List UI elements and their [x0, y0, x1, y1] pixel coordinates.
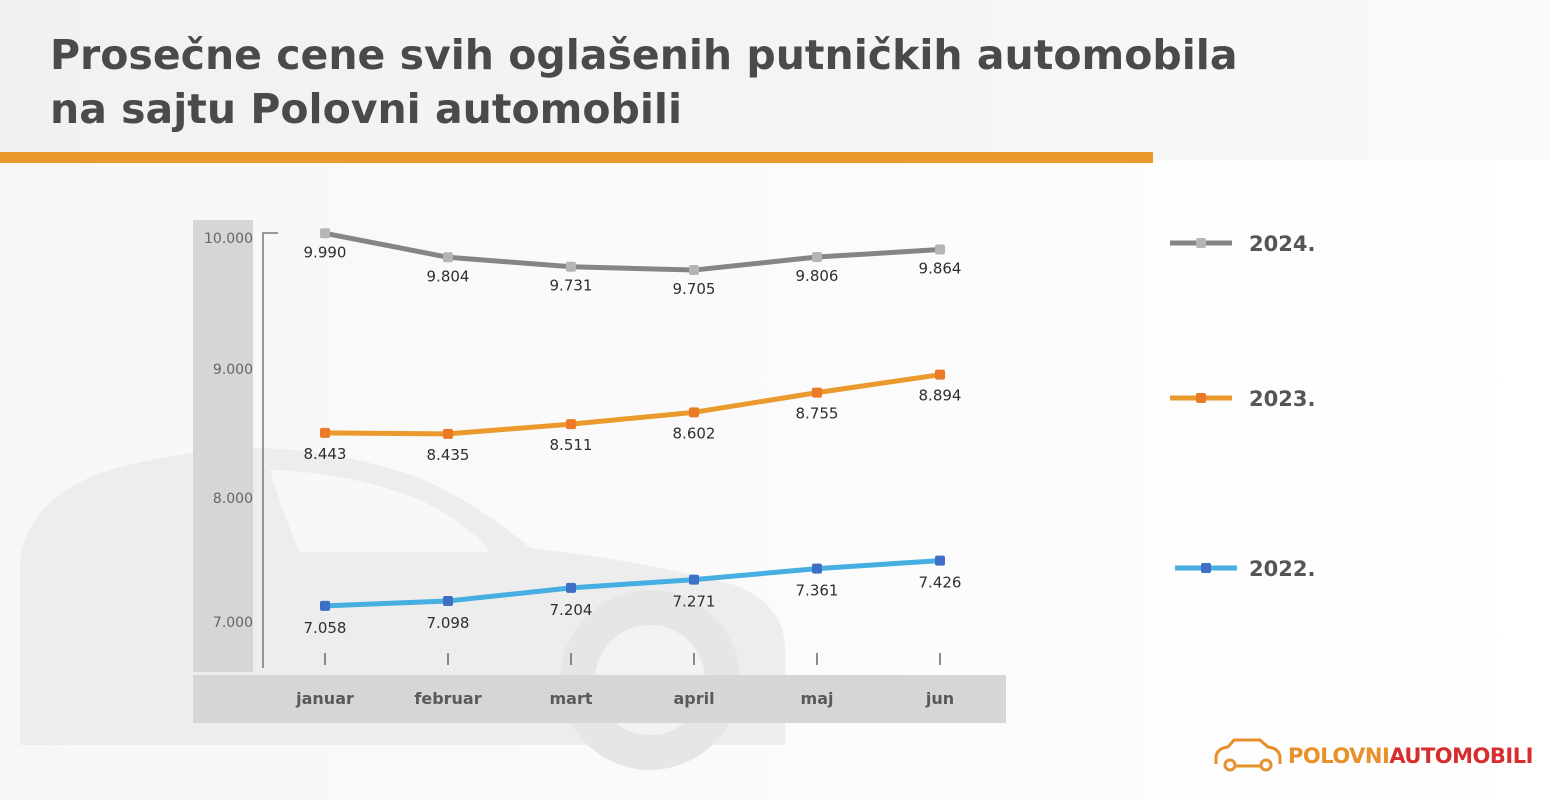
data-label: 8.602 [673, 424, 716, 442]
data-point [935, 369, 945, 380]
data-point [812, 252, 822, 263]
title-line-1: Prosečne cene svih oglašenih putničkih a… [50, 31, 1238, 79]
data-label: 8.435 [427, 446, 470, 464]
y-tick-label: 8.000 [213, 491, 253, 507]
y-axis-panel [193, 220, 253, 672]
data-label: 8.443 [304, 445, 347, 463]
series-2024: 9.990 9.804 9.731 9.705 9.806 9.864 [304, 228, 962, 298]
series-2023: 8.443 8.435 8.511 8.602 8.755 8.894 [304, 369, 962, 464]
accent-bar [0, 152, 1153, 163]
data-point [689, 407, 699, 418]
x-tick-label-jun: jun [925, 689, 954, 708]
data-point [689, 574, 699, 585]
y-tick-label: 7.000 [213, 615, 253, 631]
header-background [0, 0, 1550, 160]
data-label: 8.894 [919, 387, 962, 405]
data-label: 7.204 [550, 601, 593, 619]
data-point [443, 252, 453, 263]
data-point [320, 600, 330, 611]
car-outline-icon [1214, 738, 1282, 772]
data-label: 9.804 [427, 267, 470, 285]
legend-item-2022: 2022. [1175, 557, 1315, 581]
data-point [935, 555, 945, 566]
page-title: Prosečne cene svih oglašenih putničkih a… [50, 28, 1238, 136]
logo-text-part1: POLOVNI [1288, 744, 1390, 768]
series-line [324, 558, 941, 609]
y-axis-line [262, 232, 278, 668]
data-label: 8.511 [550, 436, 593, 454]
x-tick-label-april: april [673, 689, 714, 708]
data-point [320, 427, 330, 438]
title-line-2: na sajtu Polovni automobili [50, 85, 683, 133]
series-line [324, 372, 941, 437]
x-tick-label-februar: februar [414, 689, 481, 708]
data-point [689, 265, 699, 276]
data-point [812, 387, 822, 398]
y-axis-ticks: 7.000 8.000 9.000 10.000 [204, 231, 253, 631]
data-point [566, 261, 576, 272]
legend: 2024. 2023. 2022. [1170, 232, 1315, 581]
data-label: 8.755 [796, 405, 839, 423]
data-point [566, 419, 576, 430]
data-label: 7.271 [673, 593, 716, 611]
legend-label: 2023. [1249, 387, 1315, 411]
data-label: 9.731 [550, 277, 593, 295]
data-point [443, 595, 453, 606]
data-label: 9.806 [796, 267, 839, 285]
legend-item-2023: 2023. [1170, 387, 1315, 411]
data-label: 9.990 [304, 243, 347, 261]
data-label: 7.098 [427, 614, 470, 632]
legend-swatch-marker [1201, 563, 1211, 573]
logo-text-part2: AUTOMOBILI [1389, 744, 1533, 768]
logo-text: POLOVNIAUTOMOBILI [1288, 744, 1533, 768]
x-axis-panel [193, 675, 1006, 723]
x-tick-label-mart: mart [549, 689, 592, 708]
legend-label: 2022. [1249, 557, 1315, 581]
x-tick-label-maj: maj [801, 689, 834, 708]
series-line [324, 230, 941, 273]
legend-label: 2024. [1249, 232, 1315, 256]
data-label: 9.864 [919, 260, 962, 278]
data-point [812, 563, 822, 574]
polovni-automobili-logo: POLOVNIAUTOMOBILI [1212, 736, 1533, 776]
legend-item-2024: 2024. [1170, 232, 1315, 256]
data-label: 7.058 [304, 619, 347, 637]
x-tick-label-januar: januar [295, 689, 354, 708]
data-point [443, 428, 453, 439]
y-tick-label: 9.000 [213, 362, 253, 378]
data-point [935, 244, 945, 255]
legend-swatch-marker [1196, 393, 1206, 403]
series-group: 9.990 9.804 9.731 9.705 9.806 9.864 8.443 8.435… [304, 228, 962, 637]
data-label: 7.426 [919, 574, 962, 592]
legend-swatch-marker [1196, 238, 1206, 248]
data-point [320, 228, 330, 239]
x-axis-ticks: januar februar mart april maj jun [295, 653, 954, 708]
data-label: 7.361 [796, 582, 839, 600]
series-2022: 7.058 7.098 7.204 7.271 7.361 7.426 [304, 555, 962, 637]
y-tick-label: 10.000 [204, 231, 253, 247]
data-label: 9.705 [673, 280, 716, 298]
data-point [566, 582, 576, 593]
